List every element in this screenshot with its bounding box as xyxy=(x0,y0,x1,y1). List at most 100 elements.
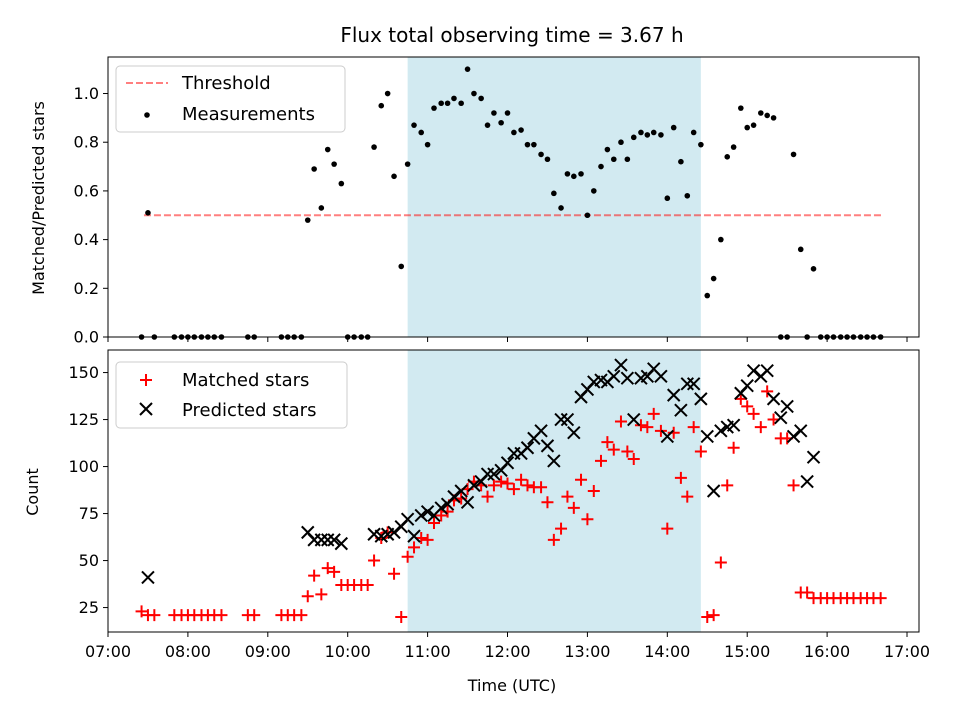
matched-star-point xyxy=(654,424,667,437)
predicted-star-point xyxy=(387,525,401,540)
top-ytick-label: 0.4 xyxy=(74,230,99,249)
measurement-point xyxy=(690,129,697,136)
matched-star-point xyxy=(368,554,381,567)
measurement-point xyxy=(770,115,777,121)
matched-star-point xyxy=(301,590,314,603)
predicted-star-point xyxy=(620,371,635,385)
matched-star-point xyxy=(627,453,640,466)
predicted-star-point xyxy=(420,504,435,519)
measurement-point xyxy=(478,95,484,102)
measurement-point xyxy=(678,158,684,165)
measurement-point xyxy=(551,190,557,197)
bottom-ytick-label: 25 xyxy=(79,598,99,617)
predicted-star-point xyxy=(700,429,714,444)
bottom-legend-label-matched: Matched stars xyxy=(182,370,309,391)
measurement-point xyxy=(670,124,677,131)
measurements-legend-swatch xyxy=(144,112,150,118)
measurement-point xyxy=(624,156,631,163)
matched-star-point xyxy=(361,579,374,591)
predicted-star-point xyxy=(714,424,728,438)
matched-star-point xyxy=(787,479,800,492)
matched-legend-swatch xyxy=(140,374,152,386)
observing-span xyxy=(407,350,701,632)
measurement-point xyxy=(810,266,817,272)
measurement-point xyxy=(491,110,497,116)
predicted-star-point xyxy=(800,474,814,489)
top-ytick-label: 0.2 xyxy=(74,279,99,298)
matched-star-point xyxy=(215,609,228,622)
predicted-star-point xyxy=(686,377,701,391)
measurement-point xyxy=(498,119,504,126)
predicted-star-point xyxy=(680,377,694,391)
measurement-point xyxy=(630,134,637,141)
bottom-legend-label-predicted: Predicted stars xyxy=(182,400,316,421)
matched-star-point xyxy=(647,407,660,420)
matched-star-point xyxy=(701,610,714,623)
matched-star-point xyxy=(481,490,494,503)
matched-star-point xyxy=(315,588,328,601)
measurement-point xyxy=(398,263,405,270)
measurement-point xyxy=(431,105,437,111)
matched-star-point xyxy=(714,556,727,569)
matched-star-point xyxy=(541,496,554,509)
bottom-panel: 25 50 75 100 125 150 07:00 08:00 09:00 10:00 11:00… xyxy=(23,349,930,695)
matched-star-point xyxy=(388,567,401,580)
measurement-point xyxy=(584,212,591,219)
predicted-star-point xyxy=(694,392,708,406)
measurement-point xyxy=(378,102,385,109)
bottom-ytick-label: 150 xyxy=(68,363,99,382)
matched-star-point xyxy=(408,541,421,554)
matched-star-point xyxy=(687,421,700,434)
measurement-point xyxy=(438,100,444,107)
predicted-star-point xyxy=(607,369,621,384)
matched-star-point xyxy=(515,473,528,486)
measurement-point xyxy=(484,122,491,128)
matched-star-point xyxy=(308,569,321,582)
matched-star-point xyxy=(567,501,580,514)
measurement-point xyxy=(744,124,751,131)
bottom-xtick-label: 12:00 xyxy=(484,642,530,661)
measurement-point xyxy=(618,139,624,146)
top-ytick-label: 0.6 xyxy=(74,181,99,200)
bottom-ytick-label: 50 xyxy=(79,551,99,570)
matched-star-point xyxy=(248,609,261,622)
measurement-point xyxy=(730,144,737,150)
measurement-point xyxy=(578,171,584,177)
measurements-points xyxy=(138,66,884,340)
matched-star-point xyxy=(328,565,341,578)
measurement-point xyxy=(338,180,345,187)
matched-star-point xyxy=(694,445,707,458)
matched-star-point xyxy=(747,407,760,420)
measurement-point xyxy=(658,132,664,138)
predicted-star-point xyxy=(414,508,428,523)
measurement-point xyxy=(591,188,597,194)
matched-star-point xyxy=(581,513,594,526)
matched-star-point xyxy=(395,610,408,623)
matched-star-point xyxy=(507,483,520,496)
predicted-star-point xyxy=(327,533,341,547)
predicted-star-point xyxy=(706,484,721,498)
predicted-star-point xyxy=(447,489,461,504)
measurement-point xyxy=(538,151,544,158)
matched-star-point xyxy=(575,473,588,486)
predicted-star-point xyxy=(786,429,801,444)
predicted-star-point xyxy=(520,441,535,455)
measurement-point xyxy=(704,292,711,299)
measurement-point xyxy=(750,122,757,128)
predicted-star-point xyxy=(460,495,475,509)
bottom-xlabel: Time (UTC) xyxy=(467,676,556,695)
measurement-point xyxy=(384,90,391,97)
measurement-point xyxy=(684,192,691,199)
measurement-point xyxy=(304,217,311,223)
top-legend-box xyxy=(115,65,346,133)
predicted-star-point xyxy=(534,424,548,438)
predicted-star-point xyxy=(746,363,761,378)
matched-star-point xyxy=(641,421,654,434)
matched-star-point xyxy=(754,421,767,434)
matched-star-point xyxy=(555,522,568,535)
bottom-xtick-label: 14:00 xyxy=(644,642,690,661)
bottom-xtick-label: 16:00 xyxy=(804,642,850,661)
top-ylabel: Matched/Predicted stars xyxy=(29,101,48,295)
measurement-point xyxy=(644,132,651,138)
